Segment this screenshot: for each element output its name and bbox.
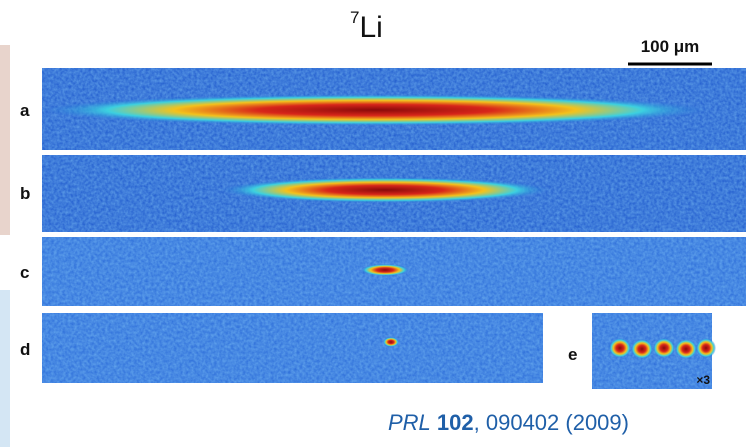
panel-label: b [20,184,30,203]
volume: 102 [436,410,474,435]
panel-label: a [20,101,30,120]
citation-rest: , 090402 (2009) [473,410,629,435]
title-text: Li [359,11,383,44]
inset-note: ×3 [696,373,710,387]
journal: PRL [388,410,431,435]
scale-label: 100 μm [641,37,700,56]
title-superscript: 7 [350,8,360,27]
panel-e: ×3 [592,313,716,389]
side-strip [0,290,10,447]
panel-b [42,155,746,232]
panel-d [42,313,543,383]
title: 7Li [350,8,383,45]
panel-label: d [20,340,30,359]
panel-a [40,68,746,150]
panel-label: c [20,263,29,282]
panel-label: e [568,345,577,364]
citation: PRL 102, 090402 (2009) [388,410,629,436]
side-strip [0,45,10,235]
panel-c [42,237,746,306]
